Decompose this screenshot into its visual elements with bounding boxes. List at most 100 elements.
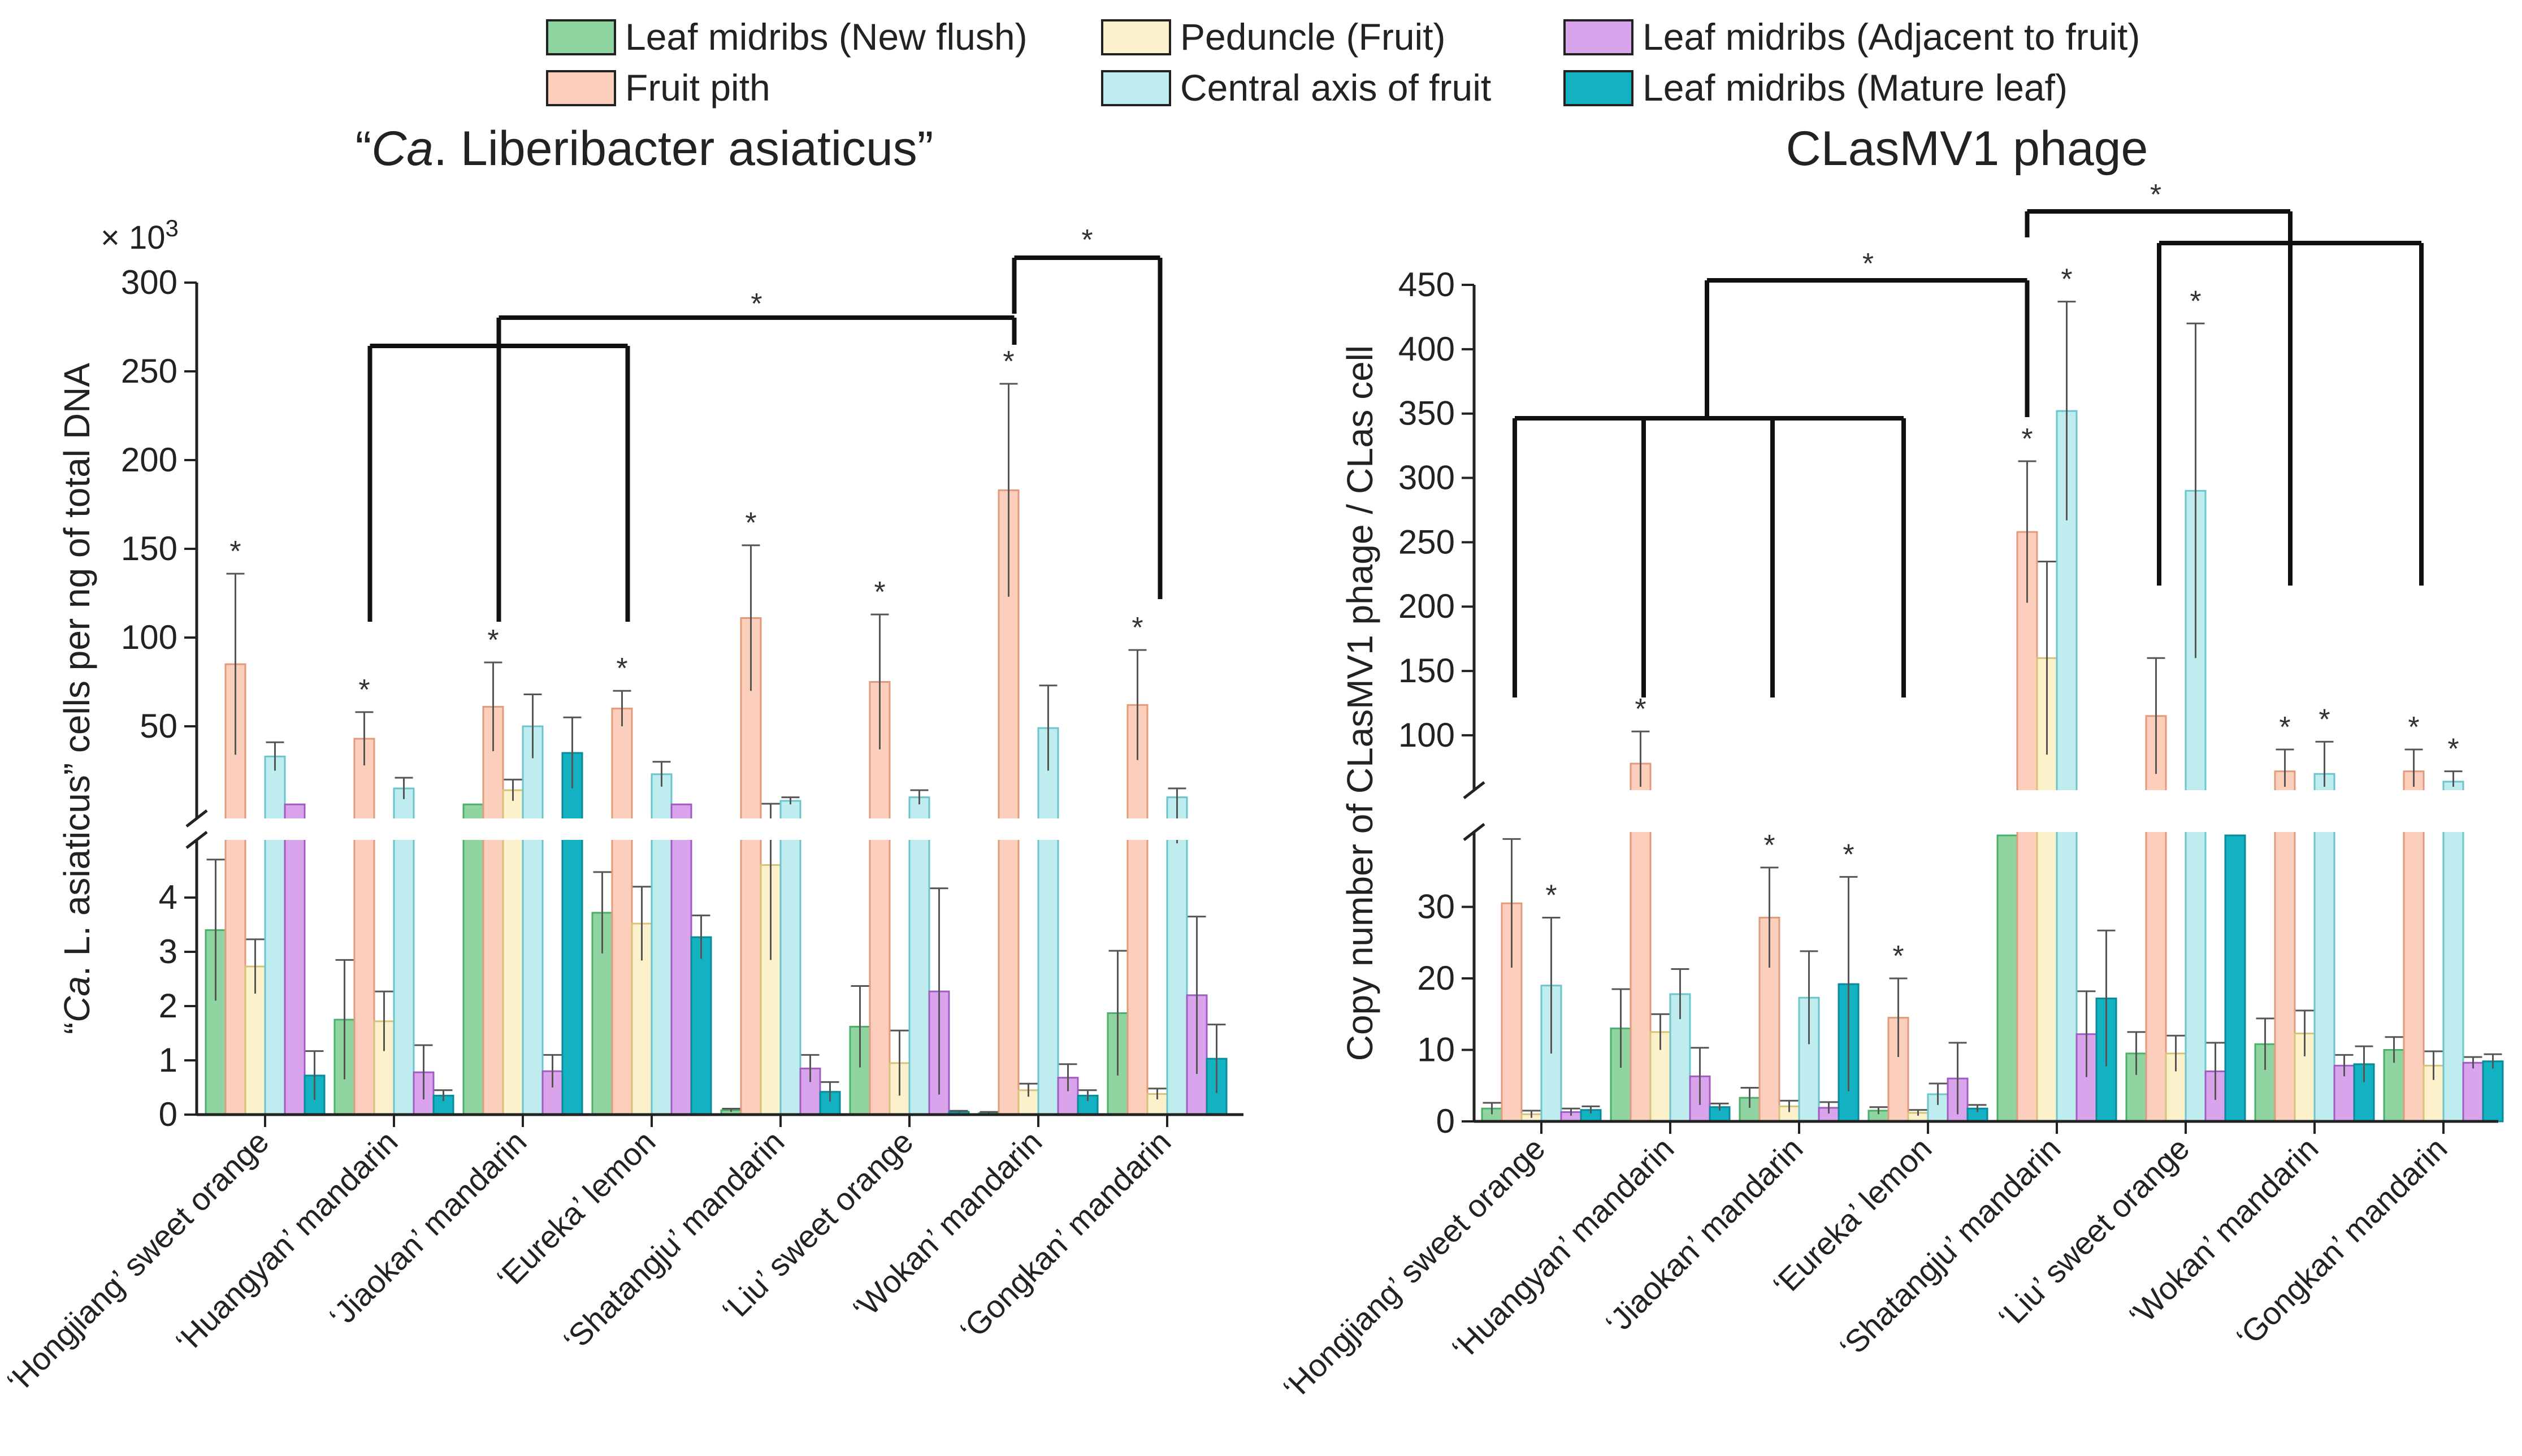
significance-brackets: ** [367,224,1163,622]
title-rest: . Liberibacter asiaticus” [434,122,933,176]
y-axis: 0 10 20 30 100 150 200 250 300 350 400 450 [1398,266,1485,1140]
bar-fruit-pith-1 [353,738,375,1116]
legend-swatch [1101,70,1171,106]
y-tick-label: 150 [1398,652,1455,690]
y-tick-label: 3 [159,933,177,970]
legend-item-leaf-midribs-mature-leaf: Leaf midribs (Mature leaf) [1563,67,2068,109]
y-tick-label: 10 [1417,1031,1455,1069]
category-label: ‘Huangyan’ mandarin [168,1124,404,1359]
y-axis-title: Copy number of CLasMV1 phage / CLas cell [1340,345,1380,1061]
y-tick-label: 0 [1436,1102,1455,1140]
significance-star: * [2447,733,2459,766]
y-tick-label: 1 [159,1041,177,1079]
bar-leaf-midribs-adjacent-to-fruit-3 [670,803,692,1116]
bars [205,383,1228,1116]
y-tick-label: 250 [1398,523,1455,561]
chart-title: “Ca. Liberibacter asiaticus” [356,122,934,176]
bar-fruit-pith-4 [740,617,762,1116]
legend-label: Leaf midribs (Adjacent to fruit) [1643,16,2140,58]
legend-item-central-axis-of-fruit: Central axis of fruit [1101,67,1491,109]
axis-break-gap [1457,790,2504,832]
bar-fruit-pith-2 [482,705,504,1116]
y-tick-label: 300 [121,263,177,301]
bar-leaf-midribs-adjacent-to-fruit-4 [799,1067,821,1116]
significance-star: * [1892,940,1904,973]
bar-leaf-midribs-new-flush-6 [2254,1043,2276,1123]
significance-star: * [1545,879,1557,912]
ylabel-prefix: “ [57,1022,97,1034]
y-tick-label: 50 [140,707,177,745]
y-axis-title: “Ca. L. asiaticus” cells per ng of total… [57,363,97,1034]
y-tick-label: 200 [121,441,177,479]
y-tick-label: 0 [159,1095,177,1133]
significance-star: * [616,652,627,685]
break-mark [185,831,208,849]
legend-label: Fruit pith [625,67,770,109]
legend-swatch [546,19,616,55]
y-tick-label: 250 [121,352,177,390]
significance-star: * [874,576,885,609]
bar-central-axis-of-fruit-7 [2442,781,2464,1123]
ylabel-italic: Ca [57,976,97,1022]
significance-star: * [745,507,756,540]
bracket-star: * [2150,179,2161,211]
bar-fruit-pith-7 [1126,704,1149,1116]
significance-star: * [1003,345,1014,378]
significance-star: * [1843,838,1854,871]
break-mark [1463,781,1485,799]
legend-label: Leaf midribs (Mature leaf) [1643,67,2068,109]
bar-leaf-midribs-mature-leaf-3 [690,936,712,1116]
bar-central-axis-of-fruit-2 [1798,996,1820,1123]
bar-central-axis-of-fruit-0 [264,755,286,1116]
bar-central-axis-of-fruit-7 [1166,796,1188,1116]
legend-item-fruit-pith: Fruit pith [546,67,770,109]
break-mark [1463,823,1485,841]
category-label: ‘Shatangju’ mandarin [1832,1130,2067,1365]
significance-star: * [2319,703,2330,736]
y-tick-label: 2 [159,987,177,1025]
bracket-star: * [1862,248,1874,280]
category-label: ‘Shatangju’ mandarin [556,1124,791,1358]
y-tick-label: 20 [1417,959,1455,997]
bar-peduncle-fruit-2 [502,789,524,1116]
y-multiplier: × 103 [101,215,179,256]
legend-label: Central axis of fruit [1180,67,1491,109]
ylabel-rest: . L. asiaticus” cells per ng of total DN… [57,363,97,976]
bar-leaf-midribs-mature-leaf-2 [561,752,583,1116]
y-tick-label: 4 [159,878,177,916]
bar-fruit-pith-5 [2145,715,2167,1123]
axis-break-gap [180,818,1249,840]
y-tick-label: 100 [1398,716,1455,754]
significance-brackets: ** [1513,179,2424,697]
significance-star: * [358,674,370,707]
bar-leaf-midribs-adjacent-to-fruit-0 [284,803,306,1116]
significance-star: * [2279,711,2290,744]
significance-star: * [2061,263,2072,296]
significance-star: * [2021,423,2033,456]
legend: Leaf midribs (New flush) Peduncle (Fruit)… [546,16,2140,109]
y-tick-label: 450 [1398,266,1455,304]
bracket-star: * [1081,224,1093,257]
bar-central-axis-of-fruit-6 [1037,727,1059,1116]
bar-leaf-midribs-new-flush-2 [462,803,484,1116]
legend-swatch [546,70,616,106]
legend-swatch [1563,19,1633,55]
y-tick-label: 30 [1417,888,1455,926]
significance-star: * [1132,612,1143,644]
category-label: ‘Huangyan’ mandarin [1445,1130,1680,1366]
legend-label: Peduncle (Fruit) [1180,16,1446,58]
bar-central-axis-of-fruit-5 [908,796,930,1116]
title-italic: Ca [371,122,434,176]
bar-leaf-midribs-mature-leaf-5 [2224,834,2246,1123]
y-tick-label: 400 [1398,330,1455,368]
chart-cla-bacteria: “Ca. Liberibacter asiaticus”“Ca. L. asia… [0,122,1249,1399]
significance-star: * [487,624,499,657]
bar-leaf-midribs-new-flush-4 [1996,834,2018,1123]
category-label: ‘Hongjiang’ sweet orange [1276,1130,1552,1406]
y-tick-label: 150 [121,530,177,567]
y-tick-label: 200 [1398,587,1455,625]
bar-central-axis-of-fruit-2 [522,725,544,1116]
significance-star: * [2408,711,2419,744]
legend-swatch [1101,19,1171,55]
